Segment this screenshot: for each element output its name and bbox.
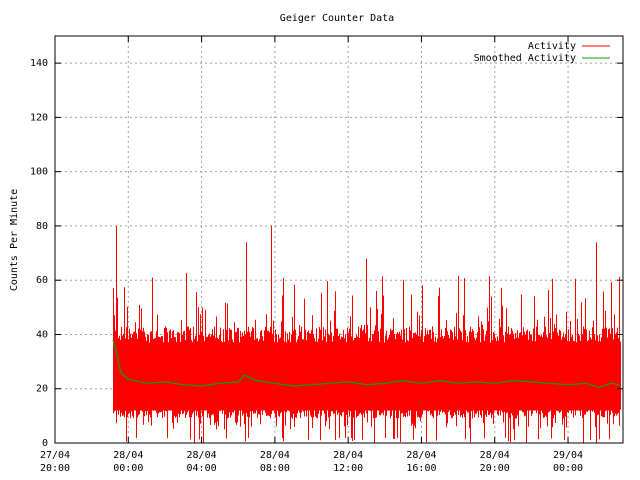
y-tick-label: 0 [42,438,48,449]
x-tick-label-date: 28/04 [406,450,436,461]
y-axis-label: Counts Per Minute [9,189,20,291]
x-tick-label-time: 20:00 [40,463,70,474]
activity-series [113,225,621,443]
x-tick-label-time: 00:00 [113,463,143,474]
activity-core-band [113,350,620,411]
x-tick-label-date: 27/04 [40,450,70,461]
smoothed-activity-series [112,339,620,389]
x-tick-label-time: 16:00 [406,463,436,474]
x-tick-label-date: 28/04 [260,450,290,461]
x-tick-label-date: 28/04 [187,450,217,461]
legend: Activity Smoothed Activity [474,41,610,64]
y-tick-label: 100 [30,167,48,178]
legend-label-smoothed-activity: Smoothed Activity [474,53,576,64]
x-tick-label-date: 28/04 [333,450,363,461]
x-tick-label-time: 12:00 [333,463,363,474]
chart-title: Geiger Counter Data [280,13,394,24]
y-tick-label: 140 [30,58,48,69]
x-tick-label-time: 04:00 [187,463,217,474]
x-tick-label-time: 08:00 [260,463,290,474]
legend-label-activity: Activity [528,41,576,52]
x-tick-label-date: 28/04 [113,450,143,461]
y-tick-label: 80 [36,221,48,232]
axis-ticks: 0 20 40 60 80 100 120 140 27/04 20:00 28/04 00:00 28… [30,36,623,474]
y-tick-label: 40 [36,329,48,340]
plot-frame [54,35,624,444]
y-tick-label: 20 [36,384,48,395]
smoothed-activity-line [112,339,620,389]
y-tick-label: 120 [30,112,48,123]
x-tick-label-time: 00:00 [553,463,583,474]
x-tick-label-date: 29/04 [553,450,583,461]
x-tick-label-date: 28/04 [480,450,510,461]
y-tick-label: 60 [36,275,48,286]
x-tick-label-time: 20:00 [480,463,510,474]
